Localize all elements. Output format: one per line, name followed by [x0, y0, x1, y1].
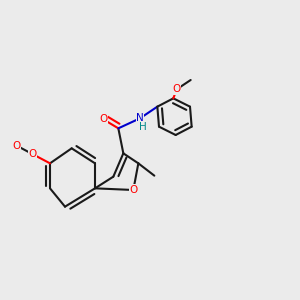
Text: H: H [140, 122, 147, 132]
Text: O: O [172, 84, 181, 94]
Text: O: O [99, 114, 107, 124]
Text: O: O [13, 141, 21, 151]
Text: O: O [28, 149, 37, 159]
Text: N: N [136, 113, 144, 123]
Text: O: O [129, 185, 137, 195]
